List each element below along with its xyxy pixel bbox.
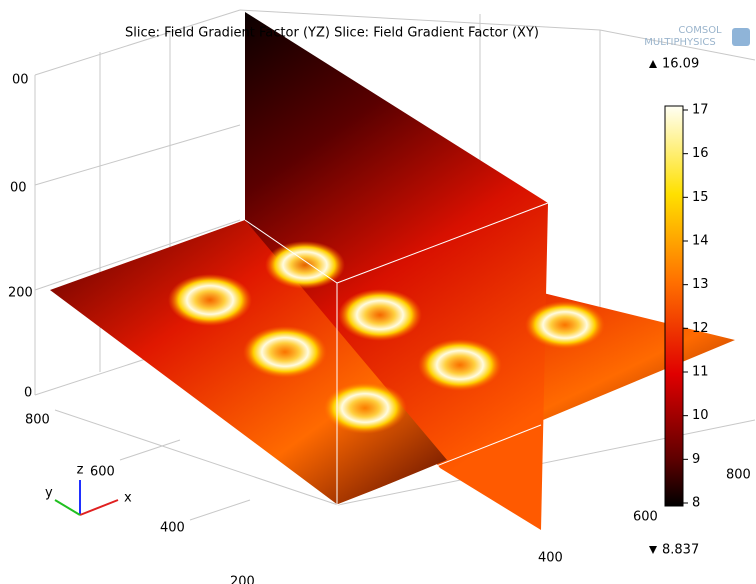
min-label: 8.837 [662, 543, 699, 558]
colorbar-tick-label: 16 [692, 146, 709, 161]
axis-triad: z x y [45, 463, 132, 516]
triad-label: y [45, 486, 53, 501]
colorbar-tick-label: 10 [692, 408, 709, 423]
triad-label: x [124, 491, 132, 506]
max-label: 16.09 [662, 57, 699, 72]
logo: MULTIPHYSICS [644, 37, 715, 48]
colorbar-tick-label: 11 [692, 365, 709, 380]
colorbar-tick-label: 17 [692, 103, 709, 118]
z-tick-label: 0 [24, 386, 32, 401]
colorbar-tick-label: 13 [692, 277, 709, 292]
z-tick-label: 00 [10, 181, 27, 196]
z-tick-label: 200 [8, 286, 33, 301]
x-tick-label: 600 [633, 510, 658, 525]
z-tick-label: 00 [12, 73, 29, 88]
y-tick-label: 600 [90, 465, 115, 480]
y-tick-label: 200 [230, 575, 255, 584]
colorbar [665, 106, 683, 506]
logo-icon [732, 28, 750, 46]
x-tick-label: 400 [538, 551, 563, 566]
max-marker [649, 60, 657, 68]
y-tick-label: 400 [160, 521, 185, 536]
colorbar-tick-label: 8 [692, 496, 700, 511]
min-marker [649, 546, 657, 554]
y-tick-label: 800 [25, 413, 50, 428]
colorbar-tick-label: 14 [692, 234, 709, 249]
logo: COMSOL [678, 25, 722, 36]
x-tick-label: 800 [726, 468, 751, 483]
page: {"chart_data": {"type": "slice3d", "titl… [0, 0, 756, 584]
chart-title: Slice: Field Gradient Factor (YZ) Slice:… [125, 26, 539, 41]
triad-label: z [77, 463, 84, 478]
colorbar-tick-label: 15 [692, 190, 709, 205]
colorbar-tick-label: 9 [692, 452, 700, 467]
chart: Slice: Field Gradient Factor (YZ) Slice:… [0, 0, 756, 584]
colorbar-tick-label: 12 [692, 321, 709, 336]
